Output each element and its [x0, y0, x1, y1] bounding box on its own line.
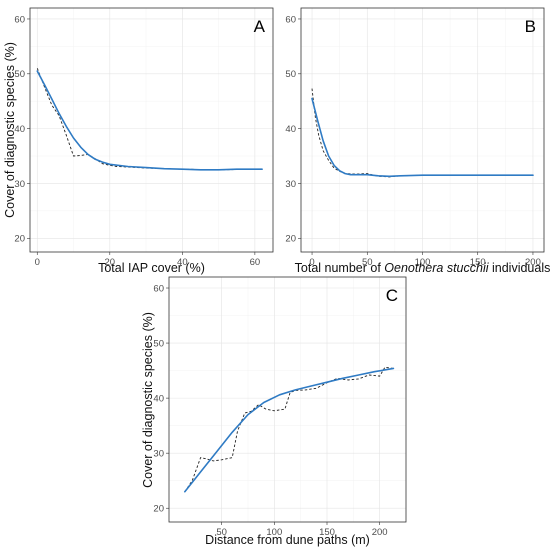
y-tick-label: 40	[14, 124, 25, 135]
x-axis-title-part: Total number of	[295, 261, 385, 275]
x-tick-label: 100	[415, 257, 431, 268]
y-tick-label: 20	[153, 504, 164, 515]
fitted-curve	[36, 70, 263, 171]
x-axis-title-part: individuals	[489, 261, 550, 275]
y-tick-label: 30	[285, 179, 296, 190]
panel-a: 0 20 40 60 20 30 40 50 60 A Total IAP cover (%) Cov…	[3, 7, 274, 275]
y-tick-label: 60	[14, 14, 25, 25]
y-tick-label: 60	[285, 14, 296, 25]
x-tick-label: 200	[372, 527, 388, 538]
x-tick-label: 50	[362, 257, 373, 268]
panel-frame	[29, 7, 274, 253]
x-tick-label: 150	[470, 257, 486, 268]
x-axis-title: Distance from dune paths (m)	[205, 533, 370, 547]
x-tick-label: 50	[216, 527, 227, 538]
panel-letter: C	[386, 286, 398, 305]
y-tick-label: 30	[153, 448, 164, 459]
y-tick-label: 50	[14, 69, 25, 80]
x-axis-title: Total number of Oenothera stucchii indiv…	[295, 261, 550, 275]
x-tick-label: 100	[266, 527, 282, 538]
y-tick-label: 20	[14, 234, 25, 245]
y-tick-label: 20	[285, 234, 296, 245]
fitted-curve	[184, 367, 395, 493]
x-axis-title: Total IAP cover (%)	[98, 261, 205, 275]
panel-b: 0 50 100 150 200 20 30 40 50 60 B Total number of O…	[285, 7, 550, 275]
panel-c: 50 100 150 200 20 30 40 50 60 C Distance from dune…	[141, 276, 407, 547]
y-axis-title: Cover of diagnostic species (%)	[141, 312, 155, 488]
panel-frame	[168, 276, 407, 523]
species-name: Oenothera stucchii	[384, 261, 489, 275]
observed-curve	[184, 366, 394, 492]
y-tick-label: 50	[285, 69, 296, 80]
x-tick-label: 200	[525, 257, 541, 268]
x-tick-label: 150	[319, 527, 335, 538]
x-tick-label: 40	[177, 257, 188, 268]
y-tick-label: 40	[285, 124, 296, 135]
x-tick-label: 0	[35, 257, 40, 268]
observed-curve	[36, 68, 263, 171]
x-tick-label: 60	[250, 257, 261, 268]
y-axis-title: Cover of diagnostic species (%)	[3, 42, 17, 218]
y-tick-label: 30	[14, 179, 25, 190]
y-tick-label: 40	[153, 393, 164, 404]
x-tick-label: 20	[105, 257, 116, 268]
y-tick-label: 60	[153, 283, 164, 294]
y-tick-label: 50	[153, 338, 164, 349]
panel-letter: B	[525, 17, 536, 36]
panel-letter: A	[254, 17, 266, 36]
fitted-curve	[311, 97, 534, 178]
x-tick-label: 0	[309, 257, 314, 268]
